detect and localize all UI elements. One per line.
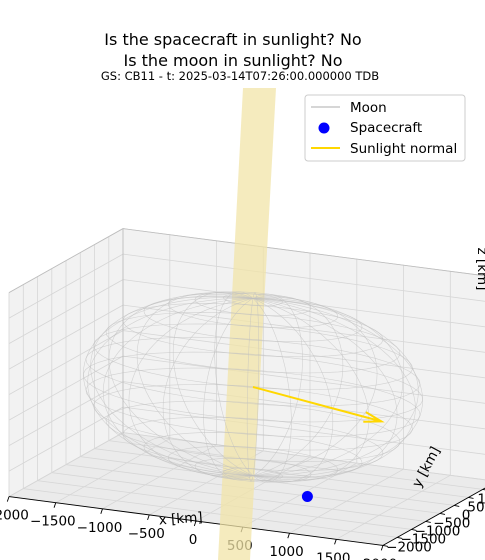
legend-spacecraft-label: Spacecraft (350, 120, 422, 136)
moon-longitude-line (128, 298, 254, 477)
y-tick-mark (482, 488, 485, 491)
moon-longitude-line (252, 298, 370, 482)
pane-edge (8, 228, 485, 293)
title-line1: Is the spacecraft in sunlight? No (104, 30, 361, 49)
moon-longitude-line (102, 298, 254, 477)
moon-longitude-line (87, 297, 254, 476)
y-tick-mark (454, 504, 460, 507)
moon-longitude-line (252, 293, 303, 476)
moon-longitude-line (252, 298, 424, 477)
y-tick-label: −2000 (386, 539, 432, 555)
moon-longitude-line (252, 295, 344, 476)
moon-longitude-line (203, 298, 254, 481)
legend-sunlight-label: Sunlight normal (350, 141, 457, 157)
x-tick-label: 1000 (269, 544, 303, 560)
moon-longitude-line (82, 297, 254, 476)
subtitle: GS: CB11 - t: 2025-03-14T07:26:00.000000… (101, 69, 379, 83)
moon-longitude-line (246, 298, 254, 482)
y-tick-label: 500 (467, 499, 485, 515)
y-tick-label: −1500 (400, 531, 446, 547)
legend-spacecraft-swatch (318, 122, 330, 134)
moon-longitude-line (108, 293, 254, 476)
x-tick-label: −500 (128, 526, 165, 542)
y-tick-mark (439, 512, 446, 515)
y-tick-mark (468, 496, 474, 499)
y-tick-label: −500 (433, 515, 470, 531)
x-tick-mark (6, 496, 10, 502)
spacecraft-layer (301, 491, 313, 502)
y-tick-label: 1000 (477, 491, 485, 507)
x-tick-mark (287, 533, 290, 539)
moon-longitude-line (252, 297, 378, 476)
x-tick-label: −1000 (77, 520, 123, 536)
sunlight-band (218, 88, 276, 560)
y-tick-mark (382, 544, 389, 547)
y-tick-mark (397, 536, 403, 539)
legend-moon-label: Moon (350, 100, 387, 116)
moon-longitude-line (136, 292, 254, 476)
z-axis-label: z [km] (474, 248, 485, 291)
moon-wireframe (82, 291, 424, 483)
x-tick-mark (334, 539, 337, 545)
x-tick-mark (53, 502, 57, 508)
moon-longitude-line (252, 292, 260, 476)
y-tick-mark (411, 528, 417, 531)
moon-longitude-line (252, 298, 419, 477)
legend: Moon Spacecraft Sunlight normal (304, 94, 466, 162)
y-tick-mark (425, 520, 431, 523)
title-line2: Is the moon in sunlight? No (124, 51, 343, 70)
x-tick-label: −2000 (0, 508, 29, 524)
sunlight-normal-head (363, 411, 385, 423)
x-tick-label: 2000 (363, 556, 397, 560)
x-tick-label: 0 (189, 532, 198, 548)
sunlight-normal-shaft (252, 386, 382, 423)
moon-longitude-line (162, 298, 254, 479)
x-axis-label: x [km] (158, 510, 203, 529)
x-tick-mark (147, 514, 150, 521)
y-tick-label: −1000 (415, 523, 461, 539)
moon-longitude-line (252, 297, 404, 476)
moon-longitude-line (252, 298, 398, 481)
x-tick-mark (193, 520, 197, 527)
x-tick-label: −1500 (30, 514, 76, 530)
y-tick-label: 0 (462, 507, 471, 523)
sunlight-normal-arrow (252, 386, 385, 423)
legend-box (304, 94, 466, 162)
spacecraft-point (301, 491, 313, 502)
sunlight-band-shape (218, 88, 276, 560)
x-tick-mark (380, 545, 384, 551)
x-tick-label: 1500 (316, 550, 350, 560)
x-tick-mark (100, 508, 103, 514)
